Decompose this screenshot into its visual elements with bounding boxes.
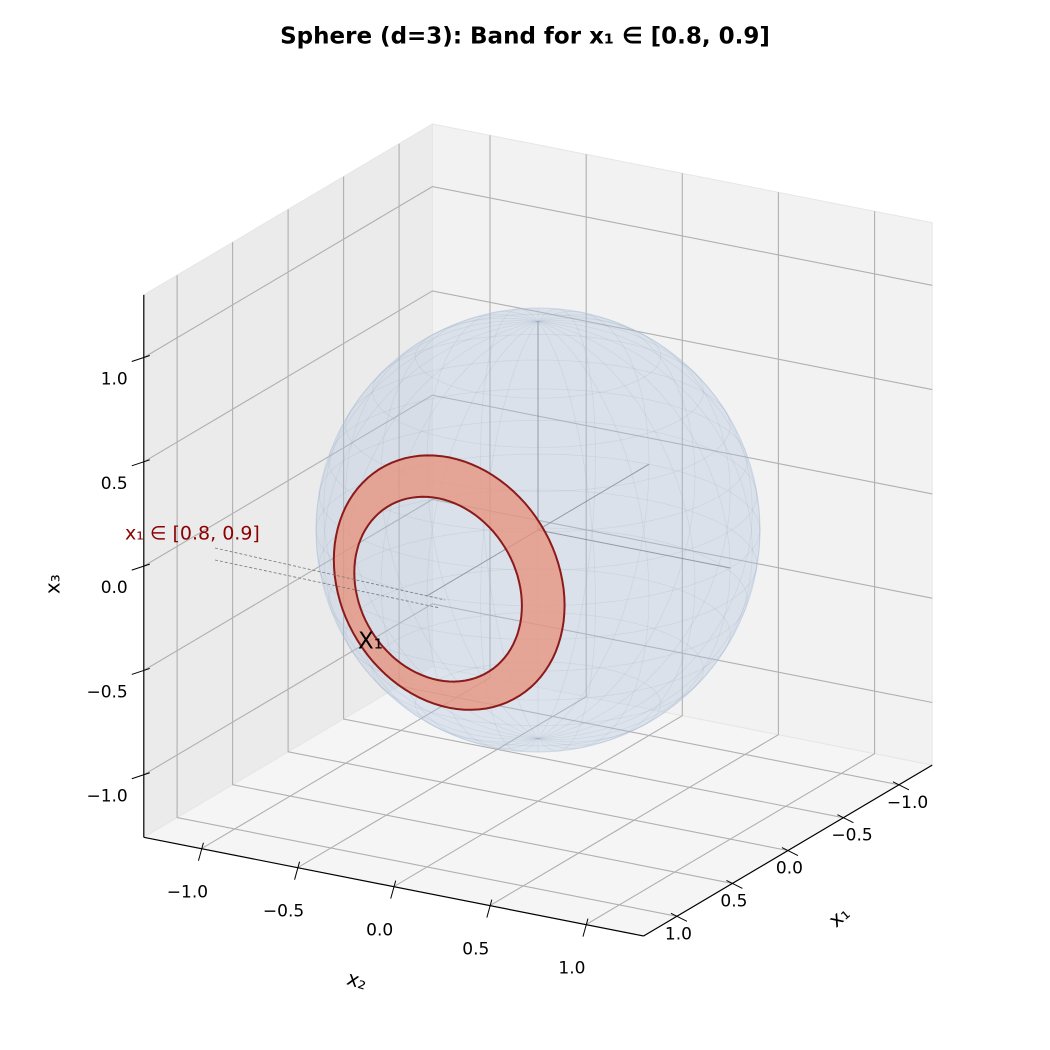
band-edge — [332, 454, 566, 711]
z-tick-label: 1.0 — [101, 370, 128, 390]
band-edge — [353, 495, 523, 683]
grid-line — [489, 192, 779, 907]
z-tick-label: 0.0 — [101, 578, 128, 598]
sphere-wire — [380, 314, 696, 746]
sphere-wire — [480, 308, 596, 752]
x-tick-label: −1.0 — [887, 793, 928, 813]
grid-line — [143, 186, 933, 358]
y-tick-label: −0.5 — [263, 902, 304, 922]
sphere-wire — [318, 419, 758, 571]
z-tick — [131, 772, 150, 780]
z-tick — [131, 563, 150, 571]
grid-line — [393, 173, 683, 888]
leader — [214, 547, 446, 601]
sphere-wire — [323, 320, 753, 740]
x-axis-label: x₁ — [824, 901, 855, 932]
sphere-wire — [414, 313, 662, 399]
x-tick — [726, 879, 743, 889]
sphere-wire — [323, 320, 753, 740]
z-tick — [131, 667, 150, 675]
grid-line — [287, 209, 789, 852]
annotation: X₁ — [358, 629, 383, 655]
sphere-wire — [345, 568, 731, 701]
z-tick — [131, 355, 150, 362]
z-tick-label: 0.5 — [101, 474, 128, 494]
grid-line — [343, 176, 844, 819]
x-tick-label: 0.0 — [776, 859, 803, 879]
x-tick — [670, 912, 688, 922]
y-tick-label: 1.0 — [558, 959, 585, 979]
annotation: x₁ ∈ [0.8, 0.9] — [125, 523, 260, 545]
z-axis-label: x₃ — [40, 574, 64, 594]
sphere-wire — [414, 661, 662, 747]
z-tick — [131, 459, 150, 467]
z-tick-label: −1.0 — [86, 787, 127, 807]
leader — [214, 559, 441, 609]
grid-line — [176, 275, 678, 917]
grid-line — [297, 154, 587, 869]
x-tick — [837, 814, 854, 824]
grid-line — [143, 394, 933, 567]
sphere-wire — [480, 308, 596, 752]
grid-line — [232, 242, 733, 884]
sphere-wire — [345, 317, 731, 743]
sphere-wire — [315, 320, 761, 740]
y-tick — [486, 899, 493, 918]
z-tick-label: −0.5 — [86, 682, 127, 702]
sphere-wire — [426, 310, 650, 750]
sphere-wire — [328, 388, 748, 533]
y-tick-label: 0.5 — [462, 940, 489, 960]
x-tick-label: 0.5 — [720, 891, 747, 911]
y-tick-label: 0.0 — [366, 921, 393, 941]
y-tick — [582, 918, 589, 937]
y-tick — [294, 861, 301, 880]
sphere-wire — [328, 527, 748, 672]
x-tick — [892, 781, 910, 791]
x-tick-label: −0.5 — [831, 826, 872, 846]
chart-title: Sphere (d=3): Band for x₁ ∈ [0.8, 0.9] — [280, 24, 770, 50]
sphere-wire — [372, 333, 704, 448]
sphere-wire — [318, 489, 758, 641]
grid-line — [143, 290, 933, 463]
sphere-wire — [315, 453, 761, 607]
grid-line — [585, 211, 876, 926]
grid-line — [143, 603, 933, 776]
band — [333, 455, 565, 710]
sphere-wire — [372, 612, 704, 727]
x-tick-label: 1.0 — [665, 924, 692, 944]
y-tick — [197, 842, 204, 861]
y-tick-label: −1.0 — [167, 883, 208, 903]
sphere-wire — [345, 359, 731, 492]
x-tick — [781, 847, 799, 856]
y-tick — [390, 880, 397, 899]
y-axis-label: x₂ — [344, 966, 370, 995]
grid-line — [143, 498, 933, 671]
